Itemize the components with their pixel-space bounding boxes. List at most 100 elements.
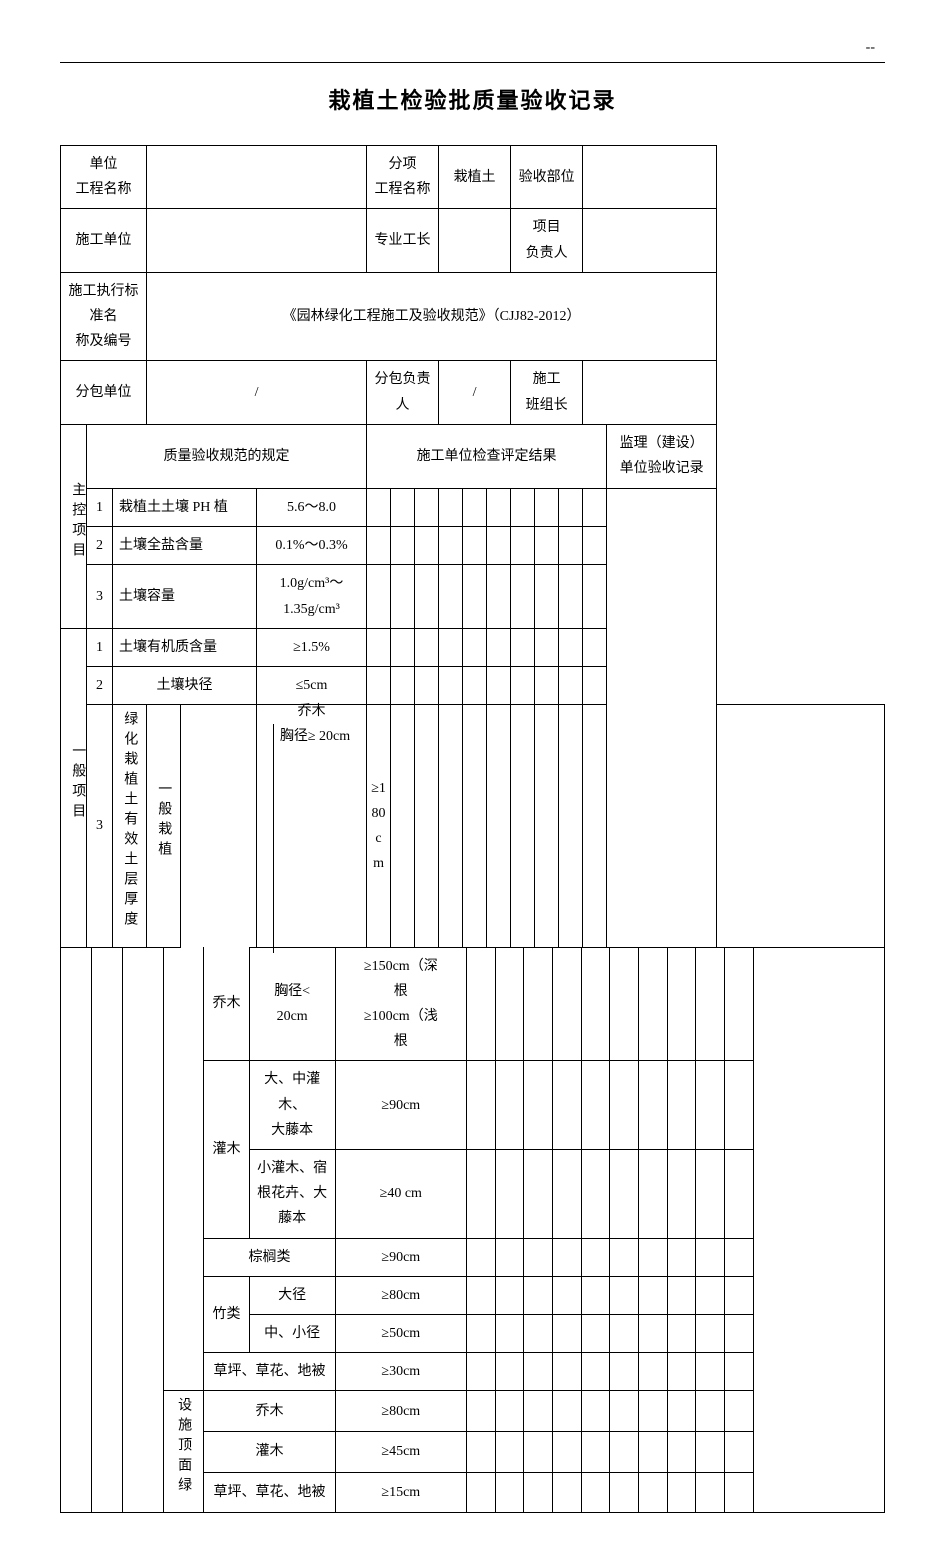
check-cell bbox=[638, 1431, 667, 1472]
check-cell bbox=[415, 667, 439, 705]
check-cell bbox=[559, 705, 583, 947]
check-cell bbox=[583, 526, 607, 564]
check-cell bbox=[466, 1391, 495, 1432]
col-quality-spec: 质量验收规范的规定 bbox=[87, 424, 367, 488]
check-cell bbox=[439, 705, 463, 947]
label-standard: 施工执行标准名 称及编号 bbox=[61, 272, 147, 361]
check-cell bbox=[466, 1061, 495, 1150]
main-item-1: 栽植土土壤 PH 植 bbox=[113, 488, 257, 526]
check-cell bbox=[466, 1149, 495, 1238]
check-cell bbox=[535, 629, 559, 667]
value-accept-part bbox=[583, 146, 717, 209]
check-cell bbox=[696, 1391, 725, 1432]
sh-guan-sub: 灌木 bbox=[204, 1431, 335, 1472]
check-cell bbox=[415, 488, 439, 526]
normal-planting-cont bbox=[163, 947, 204, 1391]
label-accept-part: 验收部位 bbox=[511, 146, 583, 209]
soil-thickness-cont bbox=[123, 947, 164, 1513]
check-cell bbox=[696, 1061, 725, 1150]
value-construction-unit bbox=[147, 209, 367, 272]
check-cell bbox=[581, 1391, 610, 1432]
check-cell bbox=[559, 667, 583, 705]
check-cell bbox=[583, 629, 607, 667]
main-no-1: 1 bbox=[87, 488, 113, 526]
guanmu-group: 灌木 bbox=[204, 1061, 249, 1238]
check-cell bbox=[524, 1472, 553, 1513]
check-cell bbox=[391, 526, 415, 564]
general-no-3-cont bbox=[92, 947, 123, 1513]
sh-cao-sub: 草坪、草花、地被 bbox=[204, 1472, 335, 1513]
check-cell bbox=[552, 947, 581, 1061]
meta-row-3: 施工执行标准名 称及编号 《园林绿化工程施工及验收规范》（CJJ82-2012） bbox=[61, 272, 885, 361]
qiaomu-row-2: 乔木 胸径< 20cm ≥150cm（深 根 ≥100cm（浅 根 bbox=[61, 947, 885, 1061]
check-cell bbox=[610, 1314, 639, 1352]
check-cell bbox=[610, 1431, 639, 1472]
supervision-record-cont bbox=[753, 947, 884, 1513]
main-spec-1: 5.6～8.0 bbox=[257, 488, 367, 526]
general-no-2: 2 bbox=[87, 667, 113, 705]
main-no-3: 3 bbox=[87, 565, 113, 629]
check-cell bbox=[463, 565, 487, 629]
inspection-form-table-continued: 乔木 胸径< 20cm ≥150cm（深 根 ≥100cm（浅 根 灌木 大、中… bbox=[60, 947, 885, 1514]
check-cell bbox=[696, 947, 725, 1061]
facility-label: 设施顶面绿 bbox=[163, 1391, 204, 1513]
value-team-leader bbox=[583, 361, 717, 424]
check-cell bbox=[524, 947, 553, 1061]
check-cell bbox=[583, 565, 607, 629]
check-cell bbox=[415, 565, 439, 629]
check-cell bbox=[610, 947, 639, 1061]
check-cell bbox=[439, 488, 463, 526]
main-row-1: 1 栽植土土壤 PH 植 5.6～8.0 bbox=[61, 488, 885, 526]
check-cell bbox=[367, 526, 391, 564]
check-cell bbox=[391, 705, 415, 947]
check-cell bbox=[610, 1149, 639, 1238]
check-cell bbox=[463, 667, 487, 705]
sh-guan-spec: ≥45cm bbox=[335, 1431, 466, 1472]
general-row-1: 一般项目 1 土壤有机质含量 ≥1.5% bbox=[61, 629, 885, 667]
check-cell bbox=[535, 488, 559, 526]
qiaomu-row-1: 3 绿化栽植土有效土层厚度 一般栽植 乔木胸径≥ 20cm ≥180cm bbox=[61, 705, 885, 947]
check-cell bbox=[610, 1276, 639, 1314]
check-cell bbox=[495, 1238, 524, 1276]
check-cell bbox=[638, 1391, 667, 1432]
zonglu-sub: 棕榈类 bbox=[204, 1238, 335, 1276]
check-cell bbox=[717, 705, 885, 947]
check-cell bbox=[724, 1061, 753, 1150]
check-cell bbox=[495, 1431, 524, 1472]
check-cell bbox=[524, 1149, 553, 1238]
check-cell bbox=[487, 526, 511, 564]
check-cell bbox=[415, 526, 439, 564]
guanmu-spec-2: ≥40 cm bbox=[335, 1149, 466, 1238]
check-cell bbox=[581, 1061, 610, 1150]
check-cell bbox=[511, 705, 535, 947]
general-item-2: 土壤块径 bbox=[113, 667, 257, 705]
qiaomu-sub-1: 乔木胸径≥ 20cm bbox=[257, 705, 367, 947]
check-cell bbox=[367, 565, 391, 629]
guanmu-sub-1: 大、中灌木、 大藤本 bbox=[249, 1061, 335, 1150]
check-cell bbox=[724, 1238, 753, 1276]
check-cell bbox=[466, 947, 495, 1061]
check-cell bbox=[696, 1431, 725, 1472]
check-cell bbox=[610, 1238, 639, 1276]
check-cell bbox=[415, 705, 439, 947]
value-unit-project bbox=[147, 146, 367, 209]
check-cell bbox=[439, 565, 463, 629]
check-cell bbox=[463, 488, 487, 526]
qiaomu-group-cont: 乔木 bbox=[204, 947, 249, 1061]
check-cell bbox=[667, 1314, 696, 1352]
check-cell bbox=[487, 565, 511, 629]
check-cell bbox=[696, 1314, 725, 1352]
check-cell bbox=[535, 565, 559, 629]
check-cell bbox=[495, 1472, 524, 1513]
check-cell bbox=[487, 705, 511, 947]
sh-qiao-sub: 乔木 bbox=[204, 1391, 335, 1432]
check-cell bbox=[487, 629, 511, 667]
value-subcontract-unit: / bbox=[147, 361, 367, 424]
check-cell bbox=[610, 1472, 639, 1513]
check-cell bbox=[535, 526, 559, 564]
check-cell bbox=[581, 1472, 610, 1513]
check-cell bbox=[552, 1353, 581, 1391]
check-cell bbox=[367, 488, 391, 526]
check-cell bbox=[583, 488, 607, 526]
check-cell bbox=[466, 1238, 495, 1276]
